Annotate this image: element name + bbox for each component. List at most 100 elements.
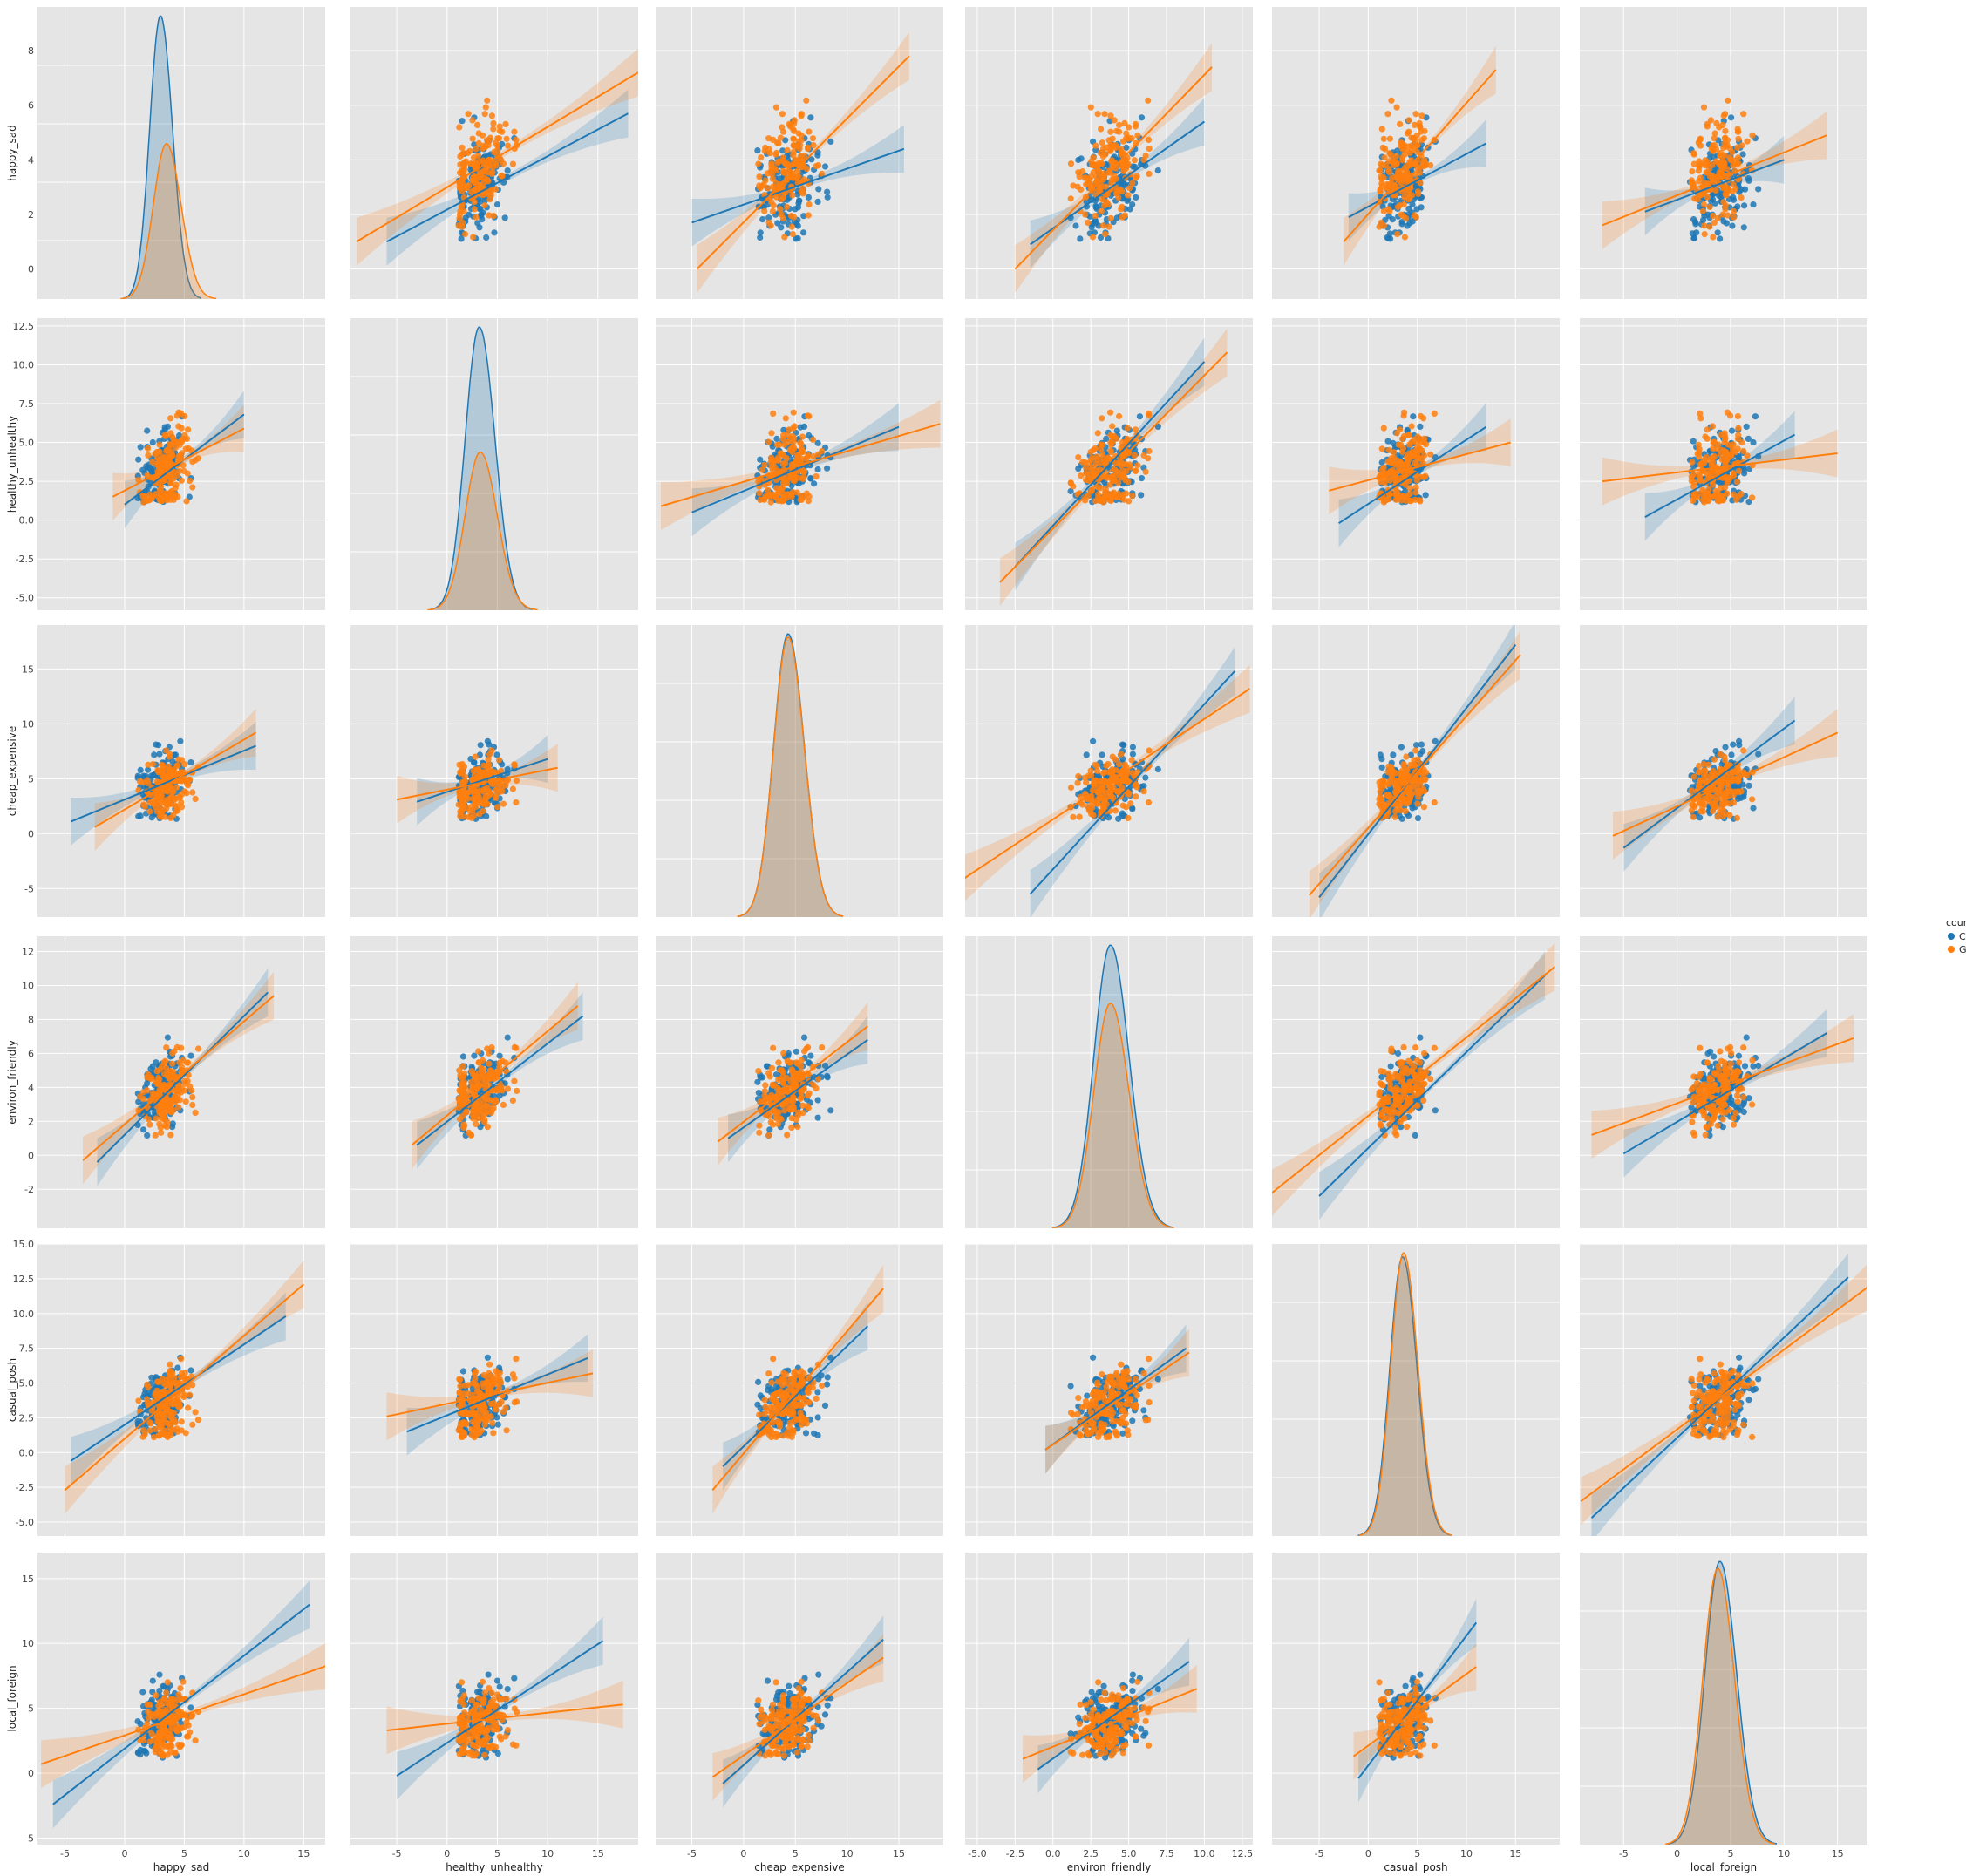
scatter-point-great-britain	[1102, 796, 1109, 803]
scatter-point-great-britain	[1394, 785, 1401, 792]
scatter-point-great-britain	[1089, 800, 1096, 807]
scatter-point-great-britain	[183, 435, 191, 442]
scatter-point-china	[1136, 413, 1143, 420]
scatter-point-great-britain	[1111, 117, 1118, 124]
scatter-point-great-britain	[469, 117, 476, 124]
scatter-point-great-britain	[1704, 169, 1711, 176]
scatter-point-great-britain	[1420, 804, 1427, 811]
y-tick-label: 2	[28, 209, 34, 221]
scatter-point-great-britain	[790, 477, 797, 484]
scatter-point-great-britain	[184, 470, 191, 477]
scatter-point-great-britain	[1731, 214, 1738, 221]
scatter-point-china	[814, 439, 821, 446]
scatter-point-china	[1413, 742, 1420, 749]
panel-plot-area	[350, 7, 638, 299]
scatter-point-china	[1075, 466, 1082, 472]
scatter-point-great-britain	[815, 162, 822, 169]
scatter-point-great-britain	[167, 415, 174, 422]
scatter-point-great-britain	[1078, 793, 1085, 800]
scatter-point-china	[1154, 423, 1161, 430]
scatter-point-great-britain	[1378, 180, 1385, 187]
scatter-point-great-britain	[1694, 196, 1701, 203]
regression-line-china	[1644, 433, 1796, 518]
scatter-point-china	[797, 424, 804, 431]
panel-background	[37, 7, 325, 299]
panel-healthy_unhealthy-vs-local_foreign	[1580, 318, 1867, 610]
scatter-point-great-britain	[1078, 186, 1085, 194]
scatter-point-china	[1728, 114, 1735, 121]
scatter-point-great-britain	[1699, 459, 1706, 466]
scatter-point-great-britain	[798, 112, 805, 119]
scatter-point-china	[1386, 230, 1393, 237]
scatter-point-china	[1099, 751, 1105, 758]
scatter-point-great-britain	[1404, 176, 1411, 183]
scatter-point-great-britain	[502, 120, 509, 127]
panel-happy_sad-vs-local_foreign	[1580, 7, 1867, 299]
scatter-point-great-britain	[1145, 97, 1152, 104]
panel-cheap_expensive-vs-cheap_expensive	[656, 625, 943, 917]
scatter-point-china	[1409, 218, 1416, 225]
scatter-point-great-britain	[757, 185, 764, 192]
scatter-point-great-britain	[167, 441, 173, 448]
scatter-point-great-britain	[472, 160, 480, 167]
scatter-point-great-britain	[1696, 471, 1703, 478]
scatter-point-china	[1418, 741, 1425, 748]
scatter-point-great-britain	[175, 453, 182, 460]
panel-plot-area	[656, 625, 943, 917]
scatter-point-great-britain	[1140, 156, 1147, 163]
scatter-point-great-britain	[163, 805, 170, 812]
scatter-point-great-britain	[178, 438, 186, 445]
scatter-point-great-britain	[798, 137, 805, 144]
scatter-point-great-britain	[1431, 410, 1438, 417]
scatter-point-great-britain	[1690, 160, 1697, 167]
scatter-point-great-britain	[819, 170, 826, 177]
scatter-point-great-britain	[163, 493, 170, 500]
scatter-point-great-britain	[1098, 207, 1105, 214]
scatter-point-great-britain	[1099, 222, 1107, 229]
scatter-point-great-britain	[1718, 165, 1725, 172]
scatter-point-great-britain	[466, 807, 473, 815]
scatter-point-great-britain	[1735, 425, 1742, 432]
scatter-point-great-britain	[509, 160, 517, 167]
scatter-point-great-britain	[1711, 219, 1718, 226]
scatter-point-great-britain	[1404, 459, 1411, 466]
scatter-point-great-britain	[479, 132, 486, 139]
scatter-point-great-britain	[1067, 195, 1074, 202]
scatter-point-china	[1692, 221, 1699, 228]
scatter-point-great-britain	[1102, 486, 1109, 493]
panel-plot-area	[37, 625, 325, 917]
scatter-point-great-britain	[1099, 770, 1107, 777]
scatter-point-great-britain	[485, 142, 492, 149]
scatter-point-great-britain	[1085, 472, 1092, 479]
scatter-point-great-britain	[1394, 493, 1401, 500]
scatter-point-great-britain	[1103, 762, 1110, 769]
scatter-point-great-britain	[1131, 157, 1138, 164]
scatter-point-great-britain	[770, 410, 777, 417]
scatter-point-great-britain	[809, 436, 817, 443]
scatter-point-china	[1129, 744, 1136, 751]
scatter-point-china	[187, 759, 194, 766]
scatter-point-great-britain	[1412, 489, 1419, 496]
scatter-point-great-britain	[788, 493, 795, 500]
scatter-point-great-britain	[1074, 779, 1081, 786]
scatter-point-china	[137, 444, 144, 451]
regression-line-great-britain	[396, 766, 558, 801]
scatter-point-china	[1743, 423, 1750, 430]
scatter-point-great-britain	[1714, 214, 1721, 221]
scatter-point-great-britain	[1099, 451, 1105, 458]
scatter-point-china	[821, 163, 829, 170]
scatter-point-great-britain	[767, 499, 774, 506]
scatter-point-great-britain	[1394, 805, 1401, 812]
scatter-point-great-britain	[1099, 790, 1105, 797]
scatter-point-great-britain	[799, 467, 806, 474]
scatter-point-great-britain	[473, 180, 480, 187]
scatter-point-great-britain	[498, 767, 505, 775]
scatter-point-great-britain	[1718, 170, 1725, 177]
scatter-point-great-britain	[757, 496, 764, 504]
scatter-point-great-britain	[156, 441, 163, 448]
scatter-point-great-britain	[1720, 112, 1727, 119]
scatter-point-great-britain	[1134, 462, 1141, 469]
scatter-point-great-britain	[460, 799, 467, 806]
scatter-point-great-britain	[461, 773, 468, 780]
scatter-point-great-britain	[456, 761, 463, 768]
